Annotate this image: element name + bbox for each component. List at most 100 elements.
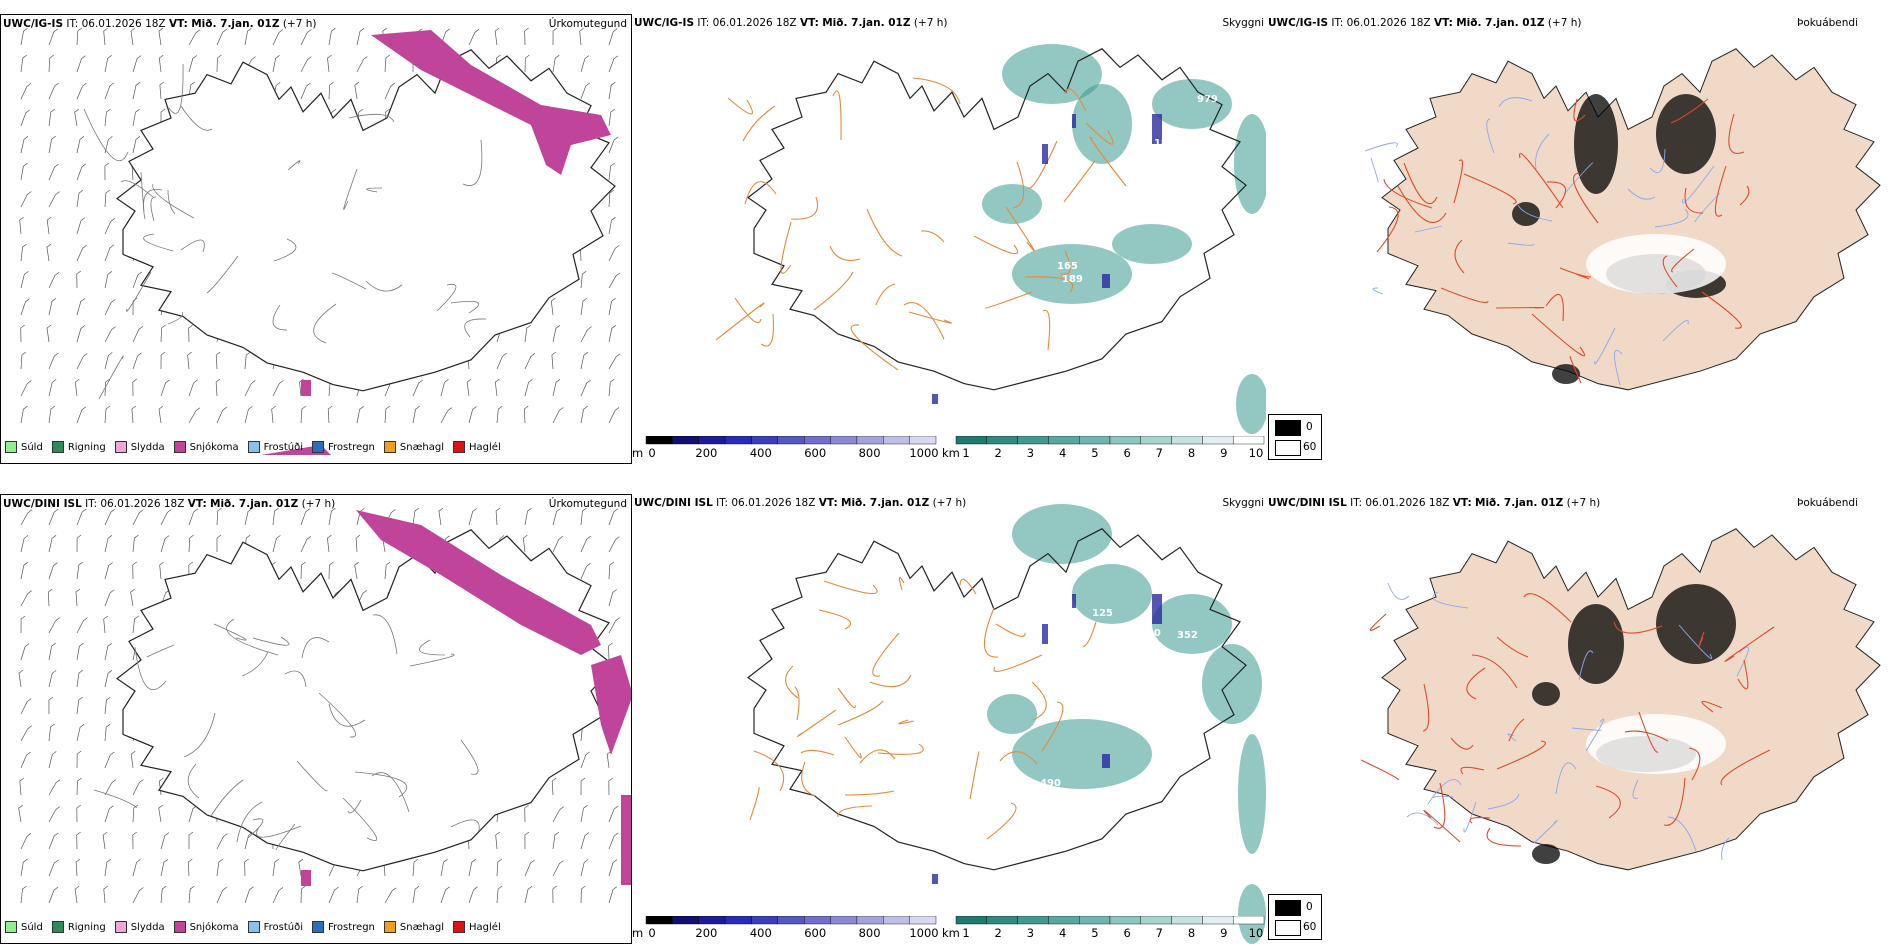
wind-barb	[580, 270, 587, 289]
colorbar-cell	[856, 916, 884, 925]
visibility-scale-1: km 1 2 3 4 5 6 7 8 9 10	[942, 436, 1266, 460]
legend-label: Snæhagl	[399, 921, 445, 933]
wind-barb	[104, 271, 113, 289]
legend-swatch	[173, 921, 186, 933]
road-line	[1714, 165, 1727, 217]
wind-barb	[132, 887, 144, 904]
wind-barb	[216, 534, 222, 552]
road-line	[150, 196, 157, 222]
wind-barb	[300, 56, 312, 73]
low-visibility-area	[987, 694, 1037, 734]
road-line	[226, 618, 279, 656]
colorbar-cell	[751, 436, 779, 445]
wind-barb	[104, 723, 111, 742]
river-line	[1387, 582, 1410, 600]
wind-barb	[608, 777, 614, 796]
wind-barb	[468, 29, 480, 46]
wind-barb	[216, 886, 227, 904]
scale-tick-label: 800	[858, 446, 881, 460]
wind-barb	[608, 805, 619, 823]
snow-area	[621, 795, 631, 885]
colorbar-cell	[777, 916, 805, 925]
river-line	[1533, 820, 1558, 844]
road-line	[1042, 309, 1051, 351]
ceiling-value-label: 352	[1177, 630, 1198, 641]
road-network	[1376, 98, 1750, 384]
wind-barb	[48, 859, 59, 877]
wind-barb	[104, 805, 114, 823]
wind-barb	[102, 831, 108, 850]
iceland-coastline	[746, 48, 1247, 391]
river-line	[1535, 133, 1550, 170]
wind-barb	[20, 590, 32, 607]
road-line	[1573, 172, 1599, 224]
wind-barb	[48, 135, 56, 154]
wind-barb	[104, 405, 111, 424]
snow-area	[356, 510, 601, 655]
road-line	[236, 801, 263, 843]
wind-barb	[76, 617, 88, 634]
wind-barb	[271, 405, 276, 424]
river-line	[1667, 816, 1697, 852]
colorbar-cell	[1048, 436, 1080, 445]
low-visibility-area	[1012, 719, 1152, 789]
fog-high-area	[1532, 682, 1560, 706]
fog-scale-2: 0 60	[1268, 894, 1322, 940]
road-line	[715, 302, 765, 341]
road-line	[247, 818, 264, 839]
wind-barb	[103, 885, 109, 904]
low-ceiling-area	[1072, 114, 1076, 128]
wind-barb	[48, 562, 58, 580]
road-line	[1701, 291, 1742, 329]
wind-barb	[188, 55, 198, 73]
wind-barb	[494, 378, 500, 397]
road-line	[1005, 206, 1035, 252]
wind-barb	[76, 189, 84, 208]
wind-barb	[48, 806, 60, 823]
wind-barb	[608, 589, 617, 607]
wind-barb	[104, 162, 110, 181]
panel-title: UWC/IG-IS IT: 06.01.2026 18Z VT: Mið. 7.…	[3, 18, 317, 30]
wind-barb	[608, 28, 618, 46]
wind-barb	[104, 55, 112, 73]
wind-barb	[75, 588, 81, 607]
wind-barb	[412, 885, 420, 904]
road-line	[1090, 136, 1127, 187]
road-line	[898, 576, 905, 591]
fog-high-area	[1656, 94, 1716, 174]
river-line	[1627, 188, 1656, 200]
wind-barb	[20, 298, 30, 316]
road-line	[272, 304, 288, 331]
river-line	[1364, 142, 1398, 152]
wind-barb	[76, 750, 82, 769]
visibility-map: 125 165 189 399 979 92 118	[715, 44, 1266, 434]
precip-legend: Súld Rigning Slydda Snjókoma Frostúði Frostre…	[5, 921, 510, 933]
wind-barb	[468, 508, 477, 526]
ceiling-value-label: 189	[1062, 274, 1083, 285]
road-line	[780, 221, 792, 274]
river-line	[1487, 793, 1520, 810]
wind-barb	[104, 535, 113, 553]
low-visibility-area	[1236, 374, 1266, 434]
wind-barb	[48, 298, 57, 316]
road-line	[749, 786, 760, 821]
wind-barb	[160, 351, 166, 370]
scale-tick-label: 600	[804, 446, 827, 460]
wind-barb	[216, 507, 222, 526]
road-line	[1063, 160, 1096, 203]
wind-barb	[76, 82, 87, 100]
snow-area	[301, 380, 311, 396]
legend-swatch	[383, 921, 396, 933]
wind-barb	[580, 832, 590, 850]
fog-panel-1: UWC/IG-IS IT: 06.01.2026 18Z VT: Mið. 7.…	[1266, 14, 1900, 464]
wind-barb	[412, 858, 419, 877]
ceiling-value-label: 490	[1040, 778, 1061, 789]
iceland-coastline	[115, 529, 616, 872]
road-line	[409, 653, 455, 667]
wind-barb	[20, 83, 32, 100]
wind-barb	[104, 643, 113, 661]
wind-barb	[75, 858, 81, 877]
low-visibility-area	[1112, 224, 1192, 264]
wind-barb	[272, 29, 284, 46]
road-line	[973, 235, 1019, 255]
